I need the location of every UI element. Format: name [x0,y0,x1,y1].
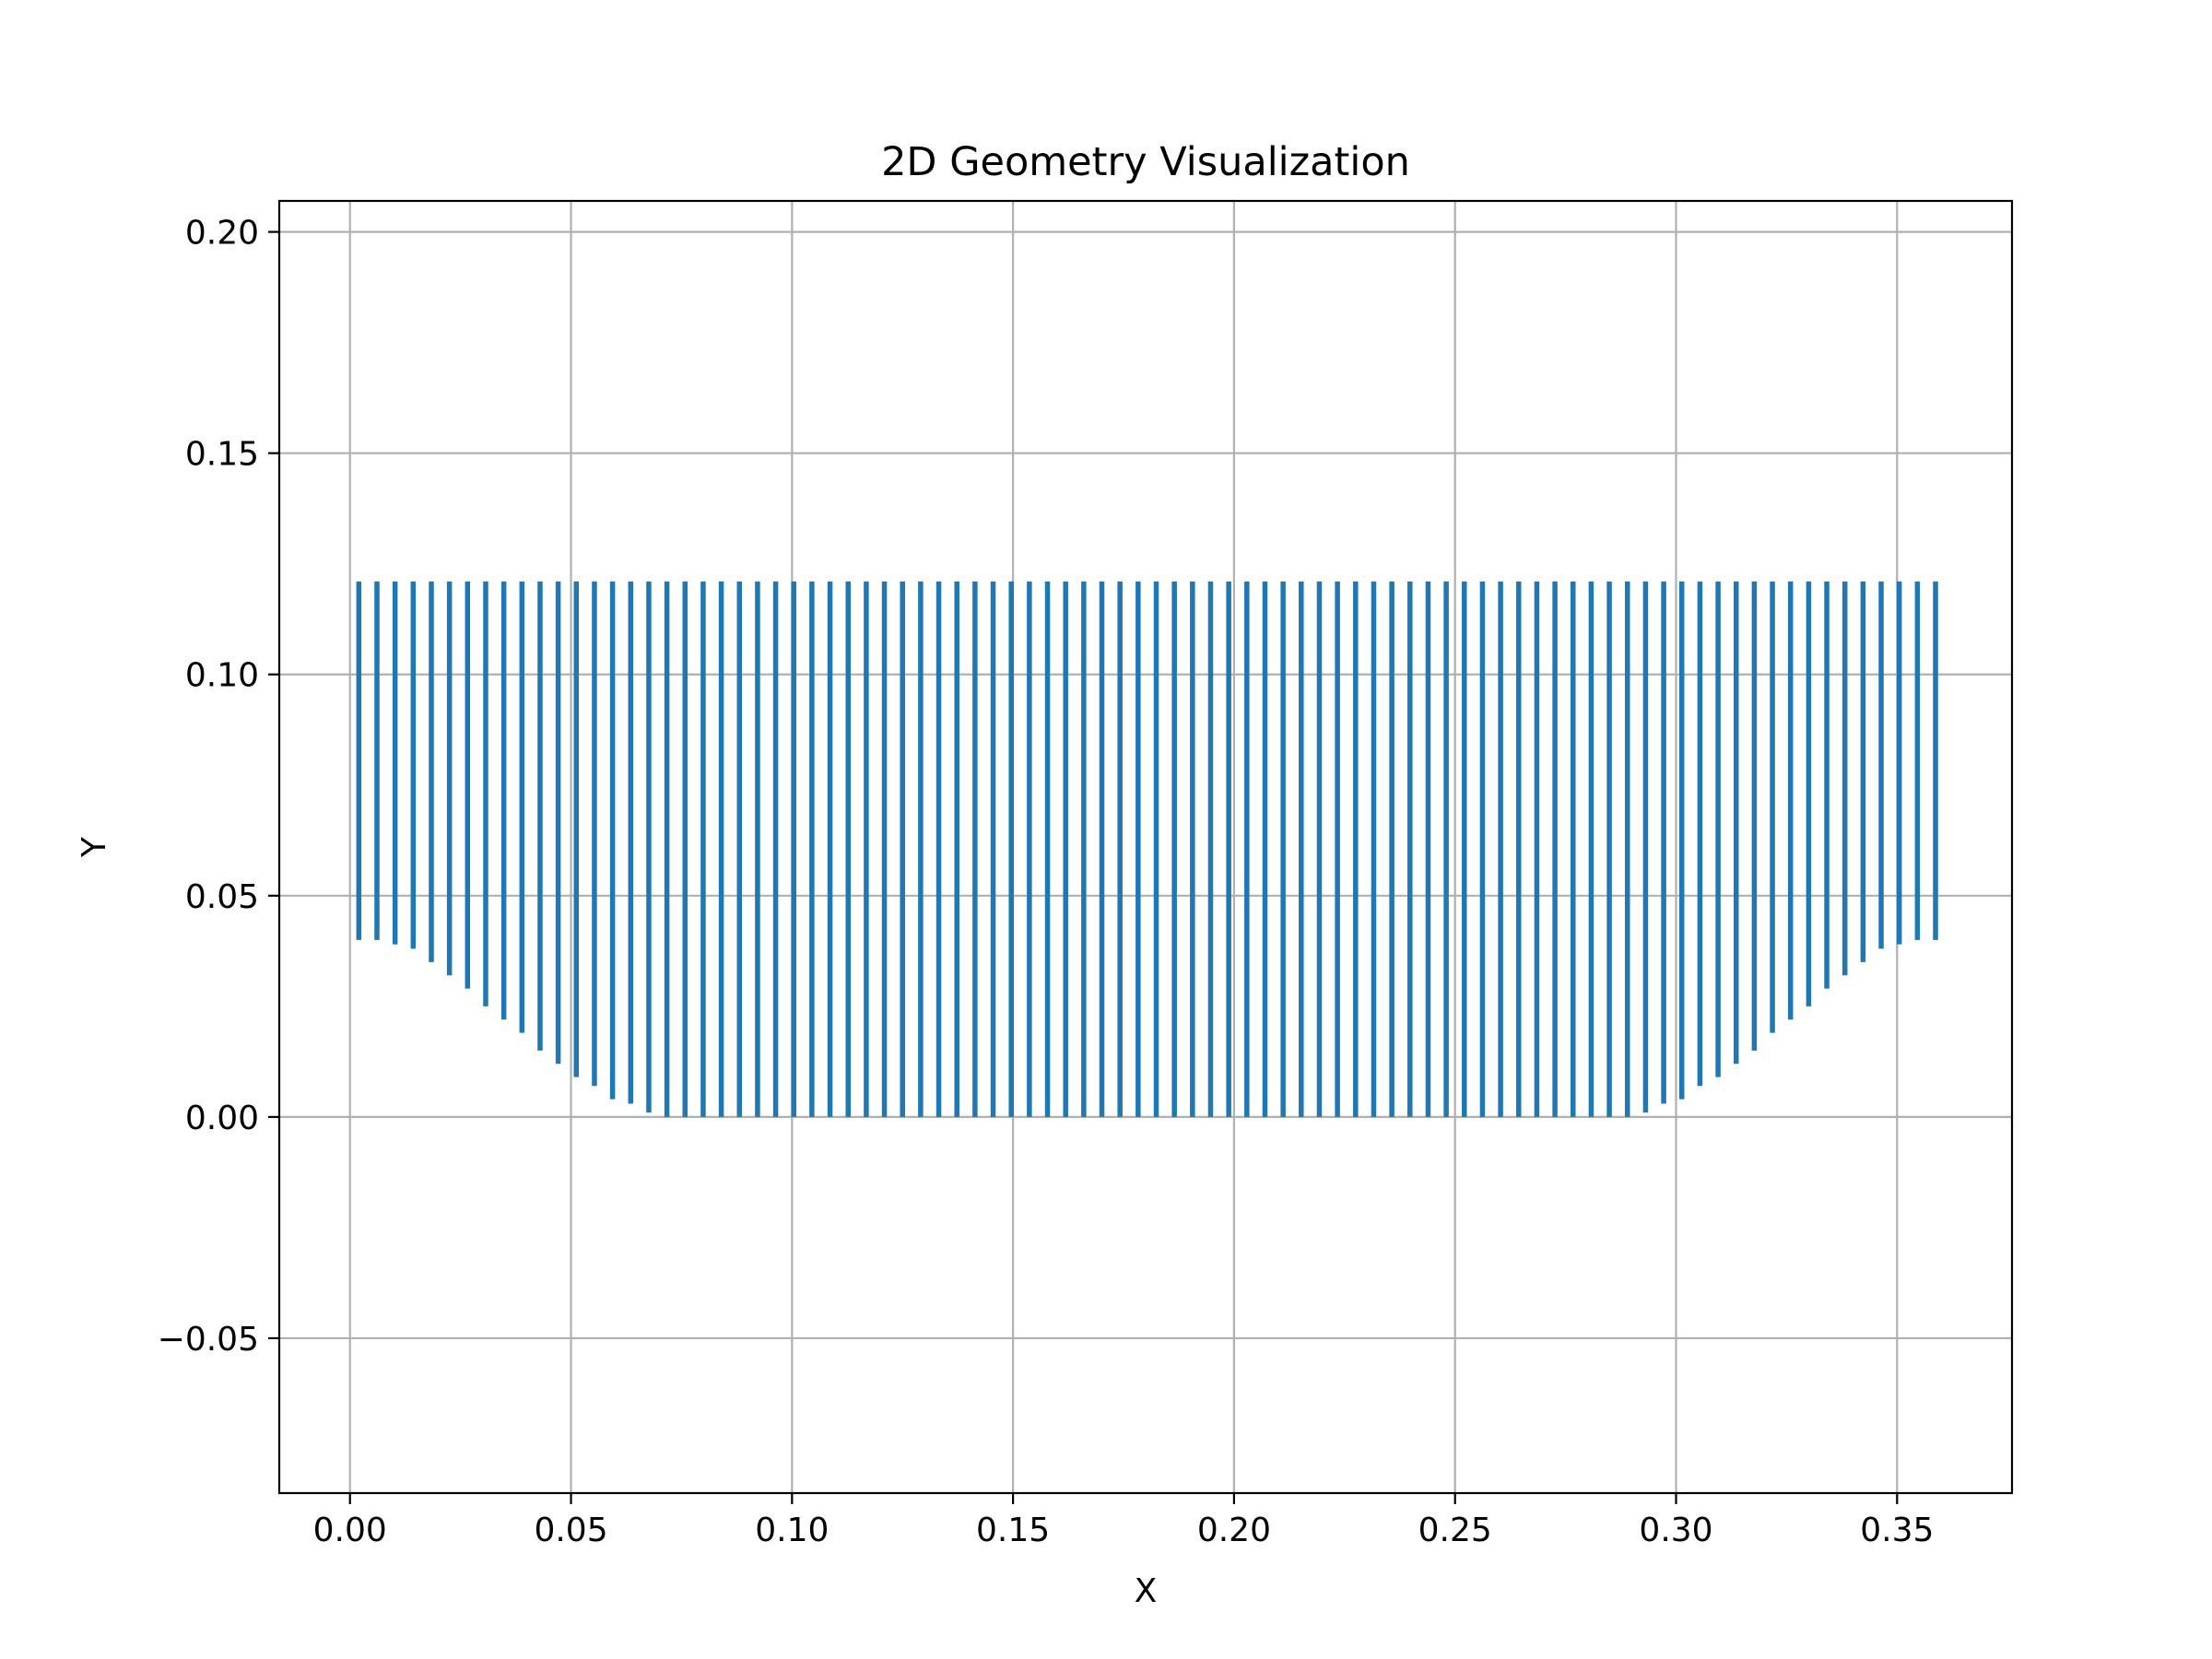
x-axis-ticks: 0.00 0.05 0.10 0.15 0.20 0.25 0.30 0.35 [313,1493,1934,1549]
y-axis-label: Y [76,836,113,858]
y-tick-label: 0.20 [185,215,259,253]
data-columns [356,581,1938,1117]
x-tick-label: 0.10 [755,1512,829,1549]
x-tick-label: 0.20 [1197,1512,1271,1549]
x-tick-label: 0.00 [313,1512,387,1549]
x-tick-label: 0.30 [1639,1512,1712,1549]
x-tick-label: 0.15 [976,1512,1050,1549]
x-axis-label: X [1135,1572,1158,1610]
y-tick-label: 0.00 [185,1100,259,1137]
y-tick-label: 0.10 [185,657,259,695]
y-axis-ticks: −0.05 0.00 0.05 0.10 0.15 0.20 [158,215,279,1359]
y-tick-label: 0.05 [185,878,259,916]
x-tick-label: 0.05 [534,1512,607,1549]
y-tick-label: 0.15 [185,436,259,474]
x-tick-label: 0.25 [1418,1512,1492,1549]
x-tick-label: 0.35 [1860,1512,1934,1549]
chart-title: 2D Geometry Visualization [881,139,1410,185]
y-tick-label: −0.05 [158,1321,259,1359]
plot-frame [277,199,2014,1495]
